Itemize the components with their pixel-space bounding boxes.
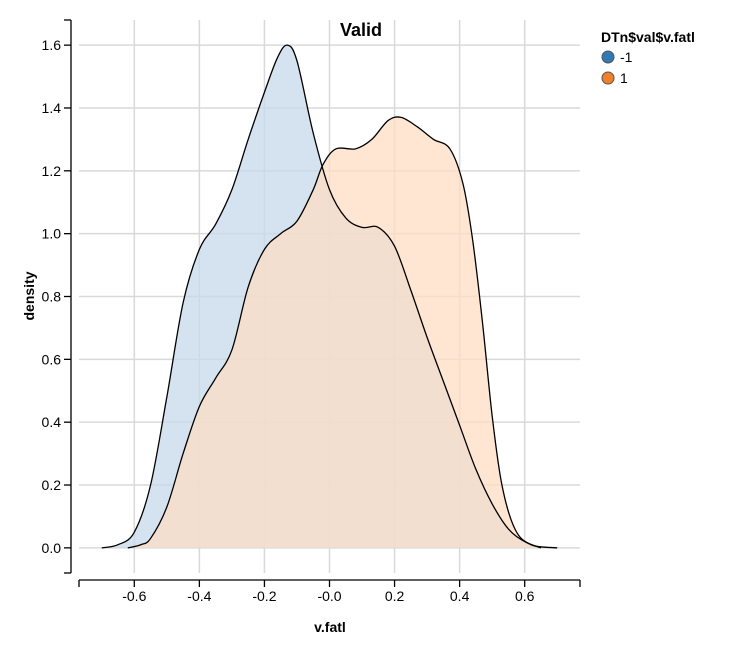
x-tick-label: -0.0 <box>317 588 341 604</box>
y-tick-label: 1.2 <box>42 163 62 179</box>
density-curve-series-1 <box>127 116 558 549</box>
y-tick-label: 0.4 <box>42 414 62 430</box>
legend: DTn$val$v.fatl -1 1 <box>601 29 695 86</box>
y-tick-label: 0.0 <box>42 540 62 556</box>
density-curve-series-0 <box>101 44 542 549</box>
chart-title: Valid <box>340 20 382 40</box>
legend-swatch-0 <box>601 50 615 64</box>
x-tick-label: -0.2 <box>252 588 276 604</box>
x-tick-label: 0.6 <box>515 588 535 604</box>
legend-label-0: -1 <box>620 49 633 65</box>
x-tick-label: -0.6 <box>122 588 146 604</box>
x-tick-label: 0.2 <box>385 588 405 604</box>
x-axis-title: v.fatl <box>314 619 346 635</box>
x-tick-label: 0.4 <box>450 588 470 604</box>
y-tick-label: 0.2 <box>42 477 62 493</box>
density-areas <box>101 44 558 549</box>
x-tick-label: -0.4 <box>187 588 211 604</box>
density-area-series-1 <box>127 116 558 548</box>
y-axis-title: density <box>21 271 37 320</box>
y-tick-label: 1.4 <box>42 100 62 116</box>
y-tick-label: 0.8 <box>42 289 62 305</box>
legend-swatch-1 <box>601 71 615 85</box>
y-tick-label: 1.6 <box>42 37 62 53</box>
y-tick-label: 1.0 <box>42 226 62 242</box>
legend-label-1: 1 <box>620 70 628 86</box>
legend-title: DTn$val$v.fatl <box>601 29 695 45</box>
tick-labels: -0.6 -0.4 -0.2 -0.0 0.2 0.4 0.6 0.0 0.2 0.4 0.6 0.8… <box>42 37 535 604</box>
axes <box>64 19 581 587</box>
y-tick-label: 0.6 <box>42 351 62 367</box>
